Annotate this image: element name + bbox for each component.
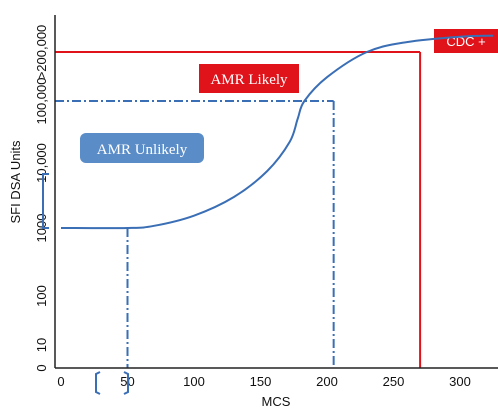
y-axis-title: SFI DSA Units xyxy=(8,140,23,224)
axes: MCS SFI DSA Units xyxy=(8,15,498,409)
bracket-x-left xyxy=(95,371,101,395)
annotation-cdc-plus-box xyxy=(434,29,498,53)
x-tick-label: 150 xyxy=(250,374,272,389)
y-tick-label: 1000 xyxy=(34,214,49,243)
y-tick-label: 100,000 xyxy=(34,78,49,125)
x-tick-label: 250 xyxy=(383,374,405,389)
y-tick-label: 10,000 xyxy=(34,143,49,183)
annotation-amr-likely-label: AMR Likely xyxy=(210,72,288,88)
annotation-amr-unlikely-label: AMR Unlikely xyxy=(97,142,188,158)
y-tick-label: 0 xyxy=(34,364,49,371)
tick-labels: 0 50 100 150 200 250 300010100100010,000100,00… xyxy=(34,25,471,389)
bracket-y xyxy=(42,173,49,229)
x-tick-label: 0 xyxy=(57,374,64,389)
x-tick-label: 100 xyxy=(183,374,205,389)
series xyxy=(60,34,494,230)
annotation-amr-likely-box xyxy=(199,64,299,93)
x-tick-label: 200 xyxy=(316,374,338,389)
annotation-amr-unlikely-box xyxy=(80,133,204,163)
reference-lines xyxy=(55,51,422,368)
y-tick-label: >200,000 xyxy=(34,25,49,80)
bracket-x-right xyxy=(123,371,129,395)
x-tick-label: 300 xyxy=(449,374,471,389)
brackets xyxy=(42,173,129,395)
y-tick-label: 100 xyxy=(34,285,49,307)
y-tick-label: 10 xyxy=(34,338,49,352)
series-line xyxy=(60,34,494,230)
x-axis-title: MCS xyxy=(262,394,291,409)
